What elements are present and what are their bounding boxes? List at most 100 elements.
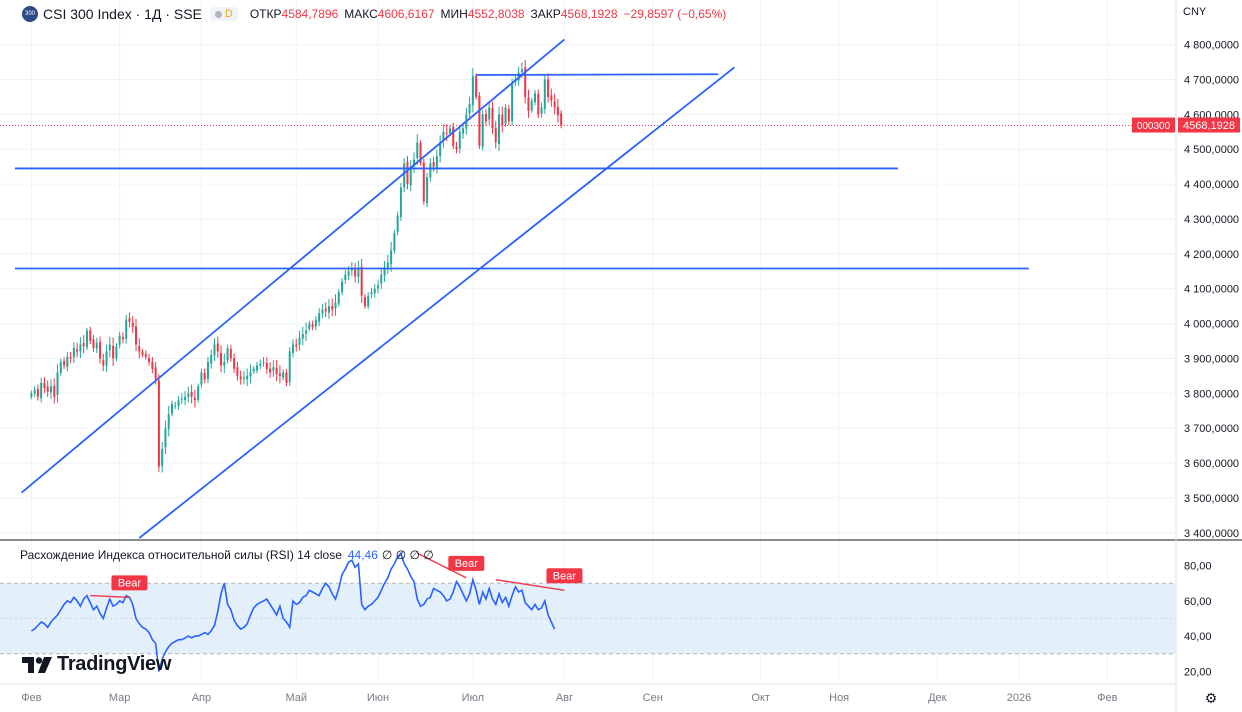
candle-body xyxy=(151,361,154,369)
candle-body xyxy=(337,292,340,304)
candle-body xyxy=(494,127,497,143)
candle-body xyxy=(246,375,249,380)
candle-body xyxy=(396,215,399,232)
candle-body xyxy=(144,353,147,357)
candle-body xyxy=(295,344,298,347)
candle-body xyxy=(311,324,314,328)
divergence-badge xyxy=(546,568,583,584)
candle-body xyxy=(462,128,465,134)
time-tick-label: 2026 xyxy=(1007,692,1031,704)
candle-body xyxy=(288,351,291,382)
rsi-header[interactable]: Расхождение Индекса относительной силы (… xyxy=(20,548,434,562)
candle-body xyxy=(298,337,301,345)
candle-body xyxy=(148,358,151,362)
trendlines[interactable] xyxy=(15,38,1029,539)
candle-body xyxy=(308,323,311,329)
rsi-series xyxy=(31,551,556,672)
candle-body xyxy=(448,128,451,134)
candle-body xyxy=(537,93,540,115)
candle-body xyxy=(383,267,386,276)
candle-body xyxy=(416,142,419,158)
candle-body xyxy=(128,318,131,322)
candle-body xyxy=(239,376,242,380)
low-label: МИН xyxy=(440,7,468,21)
chart-header: 300 CSI 300 Index · 1Д · SSE D ОТКР 4584,… xyxy=(0,0,732,28)
mode-label: D xyxy=(224,8,233,20)
candle-body xyxy=(318,313,321,322)
candle-body xyxy=(432,162,435,167)
candle-body xyxy=(484,114,487,122)
candle-body xyxy=(40,382,43,399)
candle-body xyxy=(321,309,324,314)
candle-body xyxy=(69,357,72,359)
candle-body xyxy=(220,352,223,366)
candle-body xyxy=(543,79,546,109)
candle-body xyxy=(455,146,458,150)
candle-body xyxy=(327,306,330,313)
candle-body xyxy=(533,93,537,103)
symbol-title[interactable]: CSI 300 Index · 1Д · SSE xyxy=(43,6,202,22)
candle-body xyxy=(550,95,553,101)
rsi-tick-label: 80,00 xyxy=(1184,561,1212,573)
price-tick-label: 3 900,0000 xyxy=(1184,353,1239,365)
price-tick-label: 4 200,0000 xyxy=(1184,249,1239,261)
candle-body xyxy=(491,108,494,129)
candle-body xyxy=(99,342,102,359)
trendline xyxy=(138,66,736,539)
candle-body xyxy=(278,373,281,376)
price-tag-symbol-box xyxy=(1132,117,1175,133)
price-tag-value: 4568,1928 xyxy=(1183,120,1235,132)
candle-body xyxy=(206,361,209,379)
candle-body xyxy=(180,398,183,400)
candle-body xyxy=(478,95,481,146)
settings-gear-icon[interactable]: ⚙ xyxy=(1204,690,1218,706)
price-tick-label: 4 500,0000 xyxy=(1184,144,1239,156)
time-tick-label: Окт xyxy=(751,692,770,704)
rsi-line xyxy=(31,551,556,672)
time-tick-label: Фев xyxy=(1097,692,1117,704)
candle-body xyxy=(419,142,422,164)
time-tick-label: Ноя xyxy=(829,692,849,704)
time-tick-label: Авг xyxy=(556,692,573,704)
candle-body xyxy=(121,336,124,340)
candle-body xyxy=(331,306,334,310)
candle-body xyxy=(360,266,363,296)
candle-body xyxy=(488,107,491,120)
time-tick-label: Апр xyxy=(192,692,211,704)
time-tick-label: Май xyxy=(285,692,307,704)
candle-body xyxy=(236,367,239,376)
rsi-null-values: ∅ ∅ ∅ ∅ xyxy=(381,548,434,562)
candle-body xyxy=(46,386,49,392)
candle-body xyxy=(154,367,157,380)
candle-body xyxy=(530,100,533,111)
candle-body xyxy=(197,386,200,400)
time-tick-label: Мар xyxy=(109,692,131,704)
candle-body xyxy=(442,131,445,141)
candle-body xyxy=(249,372,252,377)
candle-body xyxy=(498,114,501,145)
candle-body xyxy=(105,351,108,366)
price-tick-label: 3 800,0000 xyxy=(1184,388,1239,400)
candle-body xyxy=(314,320,317,327)
candle-body xyxy=(429,163,432,178)
candle-body xyxy=(216,343,219,352)
candle-body xyxy=(363,297,366,307)
candle-body xyxy=(547,79,550,97)
candle-body xyxy=(439,142,442,157)
rsi-tick-label: 20,00 xyxy=(1184,666,1212,678)
rsi-title: Расхождение Индекса относительной силы (… xyxy=(20,548,342,562)
candle-body xyxy=(56,372,59,396)
candle-body xyxy=(275,367,278,375)
tradingview-logo[interactable]: TradingView xyxy=(22,653,171,676)
market-status-badge[interactable]: D xyxy=(209,7,238,21)
divergence-line xyxy=(90,594,130,599)
candle-body xyxy=(242,377,245,379)
index-logo-icon: 300 xyxy=(22,6,38,22)
price-tick-label: 4 100,0000 xyxy=(1184,284,1239,296)
time-tick-label: Сен xyxy=(643,692,663,704)
currency-label[interactable]: CNY xyxy=(1183,6,1207,18)
candle-body xyxy=(92,339,95,348)
close-label: ЗАКР xyxy=(530,7,561,21)
